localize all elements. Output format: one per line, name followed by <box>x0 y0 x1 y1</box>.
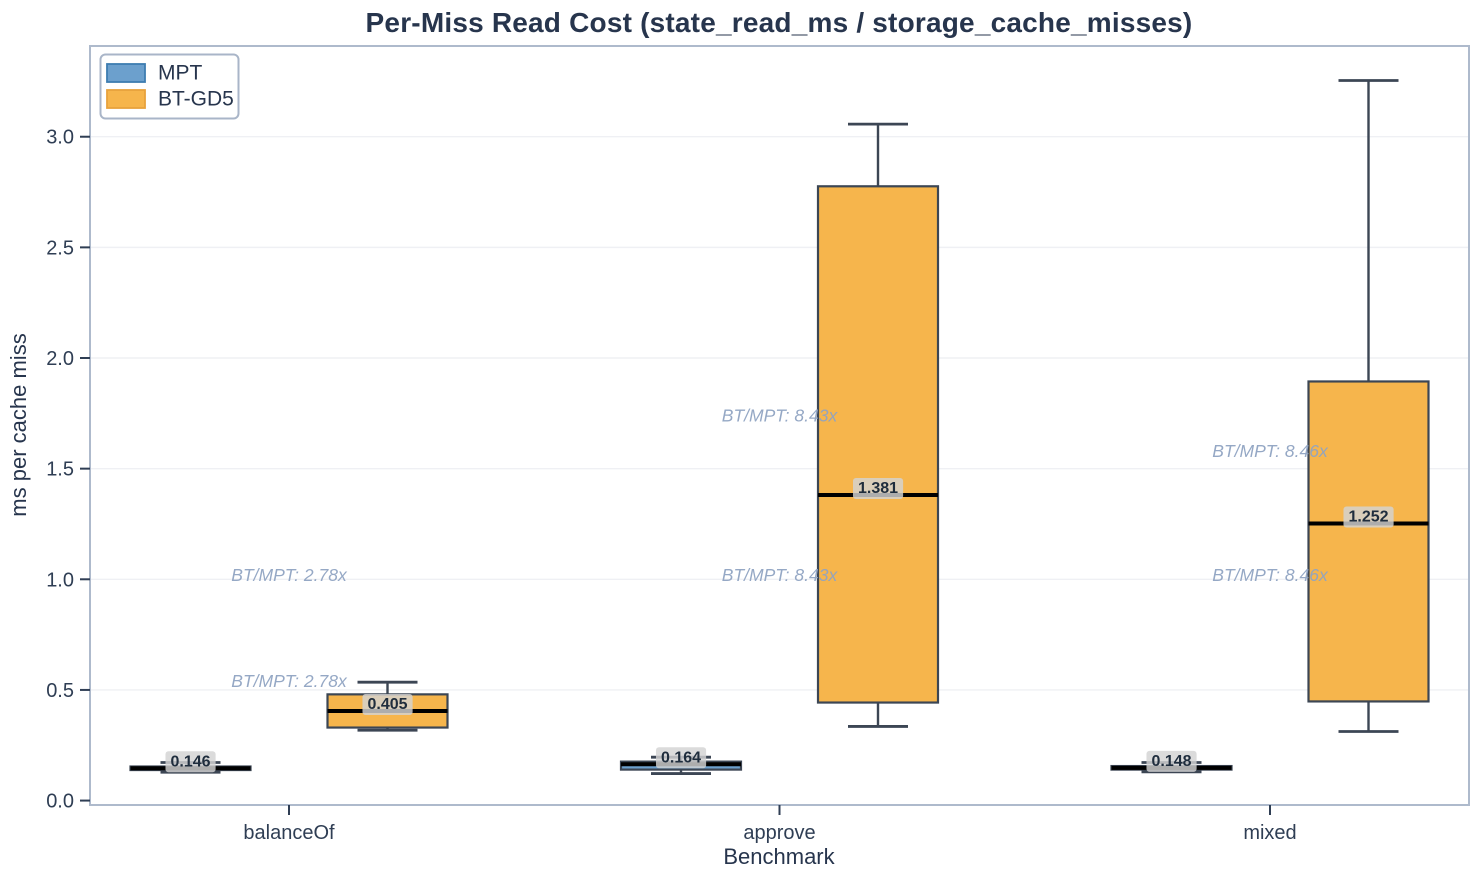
median-value-label: 0.148 <box>1151 753 1191 770</box>
median-value-label: 0.146 <box>170 753 210 770</box>
legend: MPT BT-GD5 <box>99 53 240 120</box>
y-tick-label: 2.5 <box>46 237 74 259</box>
y-axis-label: ms per cache miss <box>6 333 31 516</box>
x-tick-label: mixed <box>1243 822 1296 844</box>
legend-label-mpt: MPT <box>158 62 203 85</box>
y-tick-label: 0.0 <box>46 791 74 813</box>
ratio-annotation: BT/MPT: 8.46x <box>1212 441 1329 461</box>
chart-title: Per-Miss Read Cost (state_read_ms / stor… <box>366 7 1193 38</box>
median-value-label: 1.252 <box>1348 509 1388 526</box>
ratio-annotation: BT/MPT: 8.43x <box>722 406 839 426</box>
median-label-bbox <box>1343 506 1394 528</box>
median-label-bbox <box>655 747 707 769</box>
box-bt-gd5-mixed <box>1307 79 1430 733</box>
box-bt-gd5-approve <box>816 122 940 728</box>
median-label-bbox <box>1146 750 1197 772</box>
x-tick-label: approve <box>743 822 815 844</box>
ratio-annotation: BT/MPT: 8.43x <box>722 565 839 585</box>
y-tick-label: 3.0 <box>46 127 74 149</box>
y-tick-label: 1.0 <box>46 569 74 591</box>
legend-label-btgd5: BT-GD5 <box>158 88 234 111</box>
plot-area: 0.0 0.5 1.0 1.5 2.0 2.5 3.0 balanceOf approve mix… <box>46 45 1470 844</box>
median-label-bbox <box>852 477 904 499</box>
median-value-label: 0.164 <box>661 749 701 766</box>
y-tick-label: 0.5 <box>46 680 74 702</box>
legend-swatch-mpt <box>106 63 146 83</box>
ratio-annotation: BT/MPT: 2.78x <box>231 565 348 585</box>
ratio-annotation: BT/MPT: 8.46x <box>1212 565 1329 585</box>
y-tick-label: 1.5 <box>46 459 74 481</box>
y-tick-label: 2.0 <box>46 348 74 370</box>
legend-swatch-btgd5 <box>106 89 146 109</box>
median-value-label: 1.381 <box>858 480 898 497</box>
ratio-annotation: BT/MPT: 2.78x <box>231 671 348 691</box>
median-value-label: 0.405 <box>367 696 407 713</box>
median-label-bbox <box>165 751 216 773</box>
x-axis-label: Benchmark <box>723 844 835 869</box>
x-tick-label: balanceOf <box>243 822 335 844</box>
iqr-box <box>816 185 940 704</box>
median-label-bbox <box>362 693 413 715</box>
iqr-box <box>1307 380 1430 703</box>
